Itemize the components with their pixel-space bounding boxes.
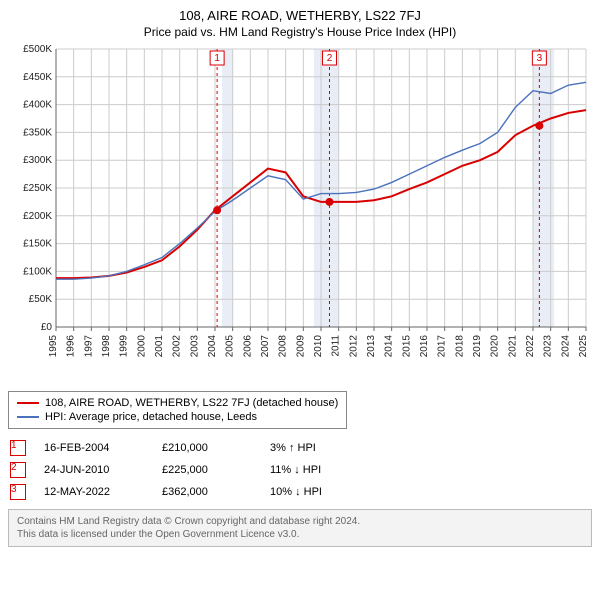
marker-date: 16-FEB-2004: [44, 442, 144, 454]
legend: 108, AIRE ROAD, WETHERBY, LS22 7FJ (deta…: [8, 391, 347, 429]
marker-row: 1 16-FEB-2004 £210,000 3% ↑ HPI: [8, 437, 592, 459]
marker-number-box: 3: [10, 484, 26, 500]
footer-line-2: This data is licensed under the Open Gov…: [17, 528, 583, 541]
svg-text:2011: 2011: [331, 335, 342, 357]
svg-text:2010: 2010: [313, 335, 324, 358]
svg-text:2017: 2017: [437, 335, 448, 358]
legend-swatch: [17, 416, 39, 418]
page-root: 108, AIRE ROAD, WETHERBY, LS22 7FJ Price…: [0, 0, 600, 555]
svg-text:2013: 2013: [366, 335, 377, 358]
svg-text:2007: 2007: [260, 335, 271, 358]
marker-date: 12-MAY-2022: [44, 486, 144, 498]
svg-text:2012: 2012: [348, 335, 359, 358]
svg-text:1998: 1998: [101, 335, 112, 358]
svg-text:£300K: £300K: [23, 155, 52, 166]
svg-text:2001: 2001: [154, 335, 165, 358]
legend-label: 108, AIRE ROAD, WETHERBY, LS22 7FJ (deta…: [45, 397, 338, 409]
legend-swatch: [17, 402, 39, 404]
svg-text:£200K: £200K: [23, 211, 52, 222]
legend-item: 108, AIRE ROAD, WETHERBY, LS22 7FJ (deta…: [17, 396, 338, 410]
chart-title: 108, AIRE ROAD, WETHERBY, LS22 7FJ: [8, 8, 592, 23]
svg-text:2018: 2018: [454, 335, 465, 358]
svg-text:2024: 2024: [560, 335, 571, 358]
marker-hpi: 10% ↓ HPI: [270, 486, 360, 498]
svg-text:1997: 1997: [83, 335, 94, 358]
svg-text:£450K: £450K: [23, 72, 52, 83]
svg-text:1996: 1996: [66, 335, 77, 358]
chart-subtitle: Price paid vs. HM Land Registry's House …: [8, 25, 592, 39]
svg-text:2000: 2000: [136, 335, 147, 358]
svg-text:£50K: £50K: [29, 294, 53, 305]
marker-row: 3 12-MAY-2022 £362,000 10% ↓ HPI: [8, 481, 592, 503]
svg-text:2003: 2003: [189, 335, 200, 358]
marker-hpi: 11% ↓ HPI: [270, 464, 360, 476]
svg-text:2022: 2022: [525, 335, 536, 358]
svg-text:2008: 2008: [278, 335, 289, 358]
svg-text:2023: 2023: [543, 335, 554, 358]
marker-price: £210,000: [162, 442, 252, 454]
svg-text:2014: 2014: [384, 335, 395, 358]
svg-text:£500K: £500K: [23, 45, 52, 55]
marker-price: £225,000: [162, 464, 252, 476]
marker-number-box: 1: [10, 440, 26, 456]
svg-text:2002: 2002: [172, 335, 183, 358]
svg-text:£150K: £150K: [23, 239, 52, 250]
svg-text:2004: 2004: [207, 335, 218, 358]
svg-text:3: 3: [537, 53, 543, 64]
marker-date: 24-JUN-2010: [44, 464, 144, 476]
svg-text:2006: 2006: [242, 335, 253, 358]
legend-label: HPI: Average price, detached house, Leed…: [45, 411, 257, 423]
markers-table: 1 16-FEB-2004 £210,000 3% ↑ HPI 2 24-JUN-2010…: [8, 437, 592, 503]
svg-text:2021: 2021: [507, 335, 518, 358]
svg-text:£350K: £350K: [23, 127, 52, 138]
svg-text:1999: 1999: [119, 335, 130, 358]
svg-text:2016: 2016: [419, 335, 430, 358]
svg-text:2009: 2009: [295, 335, 306, 358]
marker-row: 2 24-JUN-2010 £225,000 11% ↓ HPI: [8, 459, 592, 481]
svg-text:2019: 2019: [472, 335, 483, 358]
svg-text:2005: 2005: [225, 335, 236, 358]
svg-text:2025: 2025: [578, 335, 589, 358]
footer-line-1: Contains HM Land Registry data © Crown c…: [17, 515, 583, 528]
svg-text:2: 2: [327, 53, 333, 64]
chart-container: £0 £50K £100K £150K £200K £250K £300K £350K £400…: [8, 45, 592, 385]
svg-text:2015: 2015: [401, 335, 412, 358]
svg-text:£400K: £400K: [23, 100, 52, 111]
svg-text:£0: £0: [41, 322, 53, 333]
legend-item: HPI: Average price, detached house, Leed…: [17, 410, 338, 424]
footer-attribution: Contains HM Land Registry data © Crown c…: [8, 509, 592, 547]
svg-text:2020: 2020: [490, 335, 501, 358]
line-chart: £0 £50K £100K £150K £200K £250K £300K £350K £400…: [8, 45, 592, 385]
marker-hpi: 3% ↑ HPI: [270, 442, 360, 454]
marker-number-box: 2: [10, 462, 26, 478]
svg-text:1995: 1995: [48, 335, 59, 358]
svg-text:£250K: £250K: [23, 183, 52, 194]
svg-text:1: 1: [214, 53, 220, 64]
svg-text:£100K: £100K: [23, 266, 52, 277]
marker-price: £362,000: [162, 486, 252, 498]
